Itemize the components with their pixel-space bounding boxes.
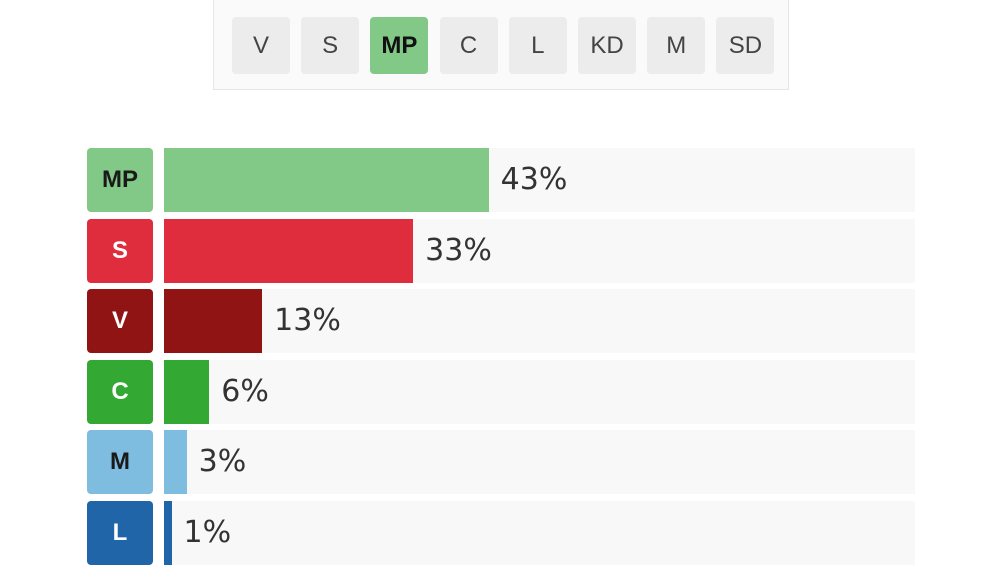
bar-track	[164, 359, 915, 424]
result-row: M 3%	[87, 430, 915, 495]
result-row: C 6%	[87, 359, 915, 424]
result-row: S 33%	[87, 218, 915, 283]
result-row: L 1%	[87, 501, 915, 565]
party-badge-m: M	[87, 430, 153, 495]
party-selector: V S MP C L KD M SD	[213, 0, 789, 90]
party-tab-c[interactable]: C	[439, 17, 498, 74]
percentage-label: 43%	[500, 162, 568, 197]
result-row: MP 43%	[87, 148, 915, 212]
bar-m	[164, 430, 187, 495]
bar-track	[164, 501, 915, 565]
party-tab-m[interactable]: M	[647, 17, 706, 74]
party-tab-sd[interactable]: SD	[716, 17, 775, 74]
party-badge-v: V	[87, 289, 153, 354]
bar-v	[164, 289, 263, 354]
bar-c	[164, 359, 210, 424]
percentage-label: 13%	[274, 303, 341, 339]
party-badge-mp: MP	[87, 148, 153, 212]
result-row: V 13%	[87, 289, 915, 354]
bar-track	[164, 289, 915, 354]
percentage-label: 3%	[198, 444, 247, 480]
party-badge-c: C	[87, 359, 153, 424]
party-tab-kd[interactable]: KD	[578, 17, 636, 74]
bar-s	[164, 218, 414, 283]
bar-mp	[164, 148, 489, 212]
party-tab-l[interactable]: L	[508, 17, 567, 74]
percentage-label: 33%	[425, 232, 492, 268]
party-tab-v[interactable]: V	[232, 17, 290, 74]
party-tab-s[interactable]: S	[301, 17, 360, 74]
party-tab-mp[interactable]: MP	[370, 17, 429, 74]
percentage-label: 1%	[183, 515, 232, 550]
bar-l	[164, 501, 172, 565]
percentage-label: 6%	[221, 373, 269, 409]
party-badge-l: L	[87, 501, 153, 565]
bar-track	[164, 430, 915, 495]
party-badge-s: S	[87, 218, 153, 283]
